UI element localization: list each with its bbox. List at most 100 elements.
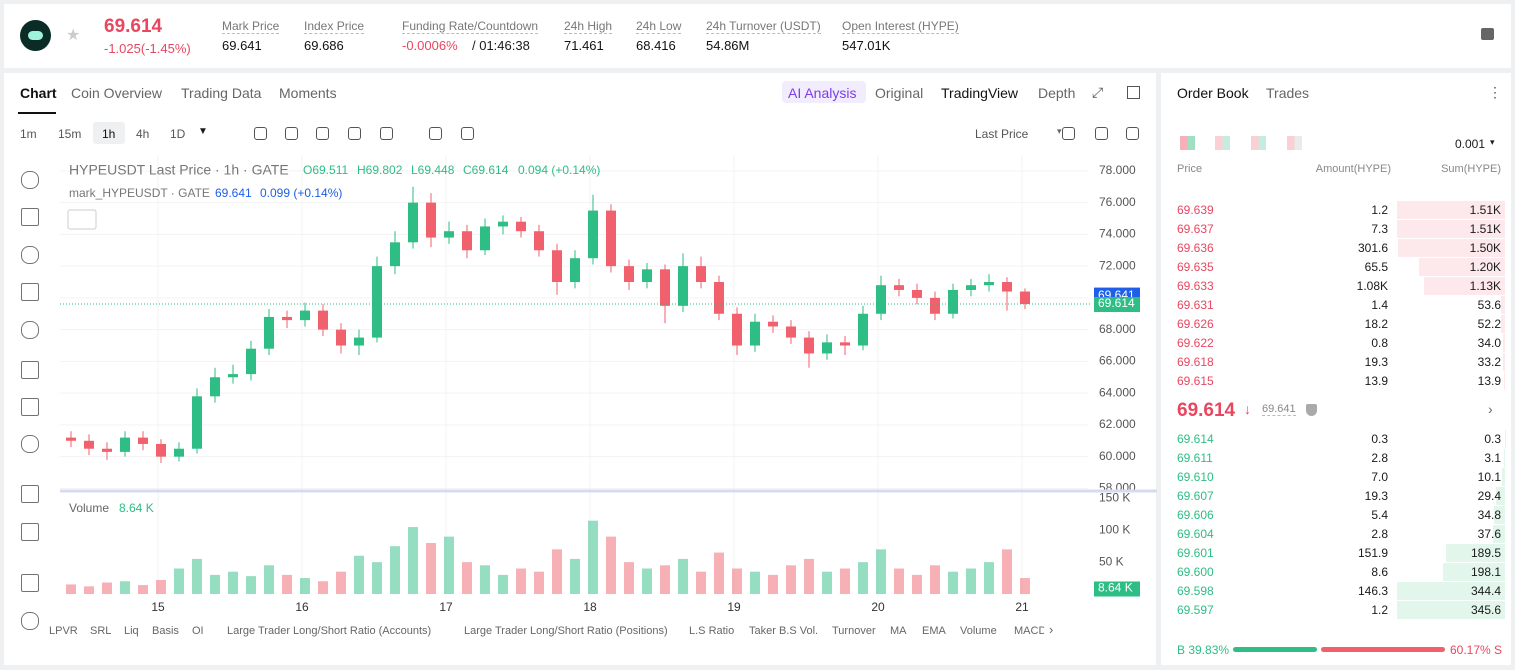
price-source[interactable]: Last Price [975, 127, 1029, 141]
order-price[interactable]: 69.635 [1177, 260, 1214, 274]
interval-caret[interactable]: ▼ [198, 126, 208, 137]
drawing-tool[interactable] [21, 361, 39, 379]
interval-button[interactable]: 1D [170, 127, 186, 141]
order-price[interactable]: 69.626 [1177, 317, 1214, 331]
indicator-tab[interactable]: SRL [90, 625, 112, 637]
drawing-tool[interactable] [21, 574, 39, 592]
favorite-star[interactable]: ★ [66, 27, 81, 44]
drawing-tool[interactable] [21, 283, 39, 301]
toolbar-icon[interactable] [316, 127, 329, 140]
order-price[interactable]: 69.598 [1177, 584, 1214, 598]
order-price[interactable]: 69.631 [1177, 298, 1214, 312]
view-mode-icon[interactable] [1180, 136, 1195, 150]
order-amount: 146.3 [1357, 584, 1388, 598]
order-price[interactable]: 69.610 [1177, 470, 1214, 484]
stat-label: Funding Rate/Countdown [402, 19, 539, 34]
expand-arrow[interactable]: › [1488, 401, 1493, 417]
drawing-tool[interactable] [21, 485, 39, 503]
order-price[interactable]: 69.637 [1177, 222, 1214, 236]
indicator-tab[interactable]: OI [192, 625, 204, 637]
order-price[interactable]: 69.607 [1177, 489, 1214, 503]
interval-button[interactable]: 15m [58, 127, 82, 141]
indicator-tab[interactable]: Taker B.S Vol. [749, 625, 819, 637]
depth-bar [1504, 449, 1505, 467]
toolbar-icon[interactable] [254, 127, 267, 140]
drawing-tool[interactable] [21, 523, 39, 541]
order-book-tab[interactable]: Trades [1266, 85, 1310, 101]
precision[interactable]: 0.001 [1455, 137, 1486, 151]
order-price[interactable]: 69.639 [1177, 203, 1214, 217]
indicator-tab[interactable]: L.S Ratio [689, 625, 735, 637]
order-price[interactable]: 69.622 [1177, 336, 1214, 350]
column-header: Price [1177, 163, 1203, 175]
order-book-tab[interactable]: Order Book [1177, 85, 1249, 101]
precision-caret[interactable]: ▾ [1490, 137, 1495, 147]
price-change: -1.025(-1.45%) [104, 41, 191, 56]
indicator-tab[interactable]: Liq [124, 625, 139, 637]
order-price[interactable]: 69.633 [1177, 279, 1214, 293]
view-mode-icon[interactable] [1251, 136, 1266, 150]
order-price[interactable]: 69.600 [1177, 565, 1214, 579]
order-price[interactable]: 69.597 [1177, 603, 1214, 617]
view-tab[interactable]: TradingView [941, 85, 1019, 101]
drawing-tool[interactable] [21, 612, 39, 630]
order-amount: 1.08K [1356, 279, 1388, 293]
fullscreen-icon[interactable]: ⤢ [1092, 84, 1104, 100]
indicator-tab[interactable]: MA [890, 625, 907, 637]
order-price[interactable]: 69.611 [1177, 451, 1213, 465]
order-sum: 198.1 [1470, 565, 1501, 579]
toolbar-icon[interactable] [1126, 127, 1139, 140]
chart-tab[interactable]: Coin Overview [71, 85, 163, 101]
view-mode-icon[interactable] [1215, 136, 1230, 150]
chart-panel [4, 73, 1156, 665]
toolbar-icon[interactable] [429, 127, 442, 140]
order-price[interactable]: 69.636 [1177, 241, 1214, 255]
chart-tab[interactable]: Moments [279, 85, 337, 101]
order-price[interactable]: 69.601 [1177, 546, 1214, 560]
order-sum: 33.2 [1477, 355, 1501, 369]
order-amount: 1.4 [1371, 298, 1388, 312]
window-icon[interactable] [1127, 86, 1140, 99]
chart-tab[interactable]: Trading Data [181, 85, 262, 101]
interval-button[interactable]: 4h [136, 127, 150, 141]
view-tab[interactable]: AI Analysis [788, 85, 857, 101]
toolbar-icon[interactable] [461, 127, 474, 140]
coin-logo [20, 20, 51, 51]
drawing-tool[interactable] [21, 246, 39, 264]
settings-icon[interactable] [1481, 28, 1494, 40]
toolbar-icon[interactable] [1095, 127, 1108, 140]
drawing-tool[interactable] [21, 398, 39, 416]
indicator-tab[interactable]: LPVR [49, 625, 78, 637]
indicator-tab[interactable]: EMA [922, 625, 946, 637]
order-price[interactable]: 69.606 [1177, 508, 1214, 522]
order-amount: 1.2 [1371, 603, 1388, 617]
toolbar-icon[interactable] [380, 127, 393, 140]
order-price[interactable]: 69.615 [1177, 374, 1214, 388]
more-icon[interactable]: ⋮ [1488, 84, 1502, 100]
indicator-tab[interactable]: Basis [152, 625, 179, 637]
chart-tab[interactable]: Chart [20, 85, 57, 101]
scroll-right[interactable]: › [1049, 622, 1054, 637]
interval-button[interactable]: 1h [102, 127, 116, 141]
indicator-tab[interactable]: Volume [960, 625, 997, 637]
view-tab[interactable]: Depth [1038, 85, 1076, 101]
sell-bar [1321, 647, 1445, 652]
order-price[interactable]: 69.604 [1177, 527, 1214, 541]
drawing-tool[interactable] [21, 208, 39, 226]
toolbar-icon[interactable] [285, 127, 298, 140]
interval-button[interactable]: 1m [20, 127, 37, 141]
ai-tab-bg [782, 81, 866, 103]
toolbar-icon[interactable] [1062, 127, 1075, 140]
indicator-tab[interactable]: Large Trader Long/Short Ratio (Accounts) [227, 625, 432, 637]
order-price[interactable]: 69.618 [1177, 355, 1214, 369]
drawing-tool[interactable] [21, 435, 39, 453]
indicator-tab[interactable]: Turnover [832, 625, 876, 637]
indicator-tab[interactable]: MACD [1014, 625, 1044, 637]
order-price[interactable]: 69.614 [1177, 432, 1214, 446]
view-tab[interactable]: Original [875, 85, 924, 101]
toolbar-icon[interactable] [348, 127, 361, 140]
indicator-tab[interactable]: Large Trader Long/Short Ratio (Positions… [464, 625, 668, 637]
drawing-tool[interactable] [21, 321, 39, 339]
drawing-tool[interactable] [21, 171, 39, 189]
view-mode-icon[interactable] [1287, 136, 1302, 150]
